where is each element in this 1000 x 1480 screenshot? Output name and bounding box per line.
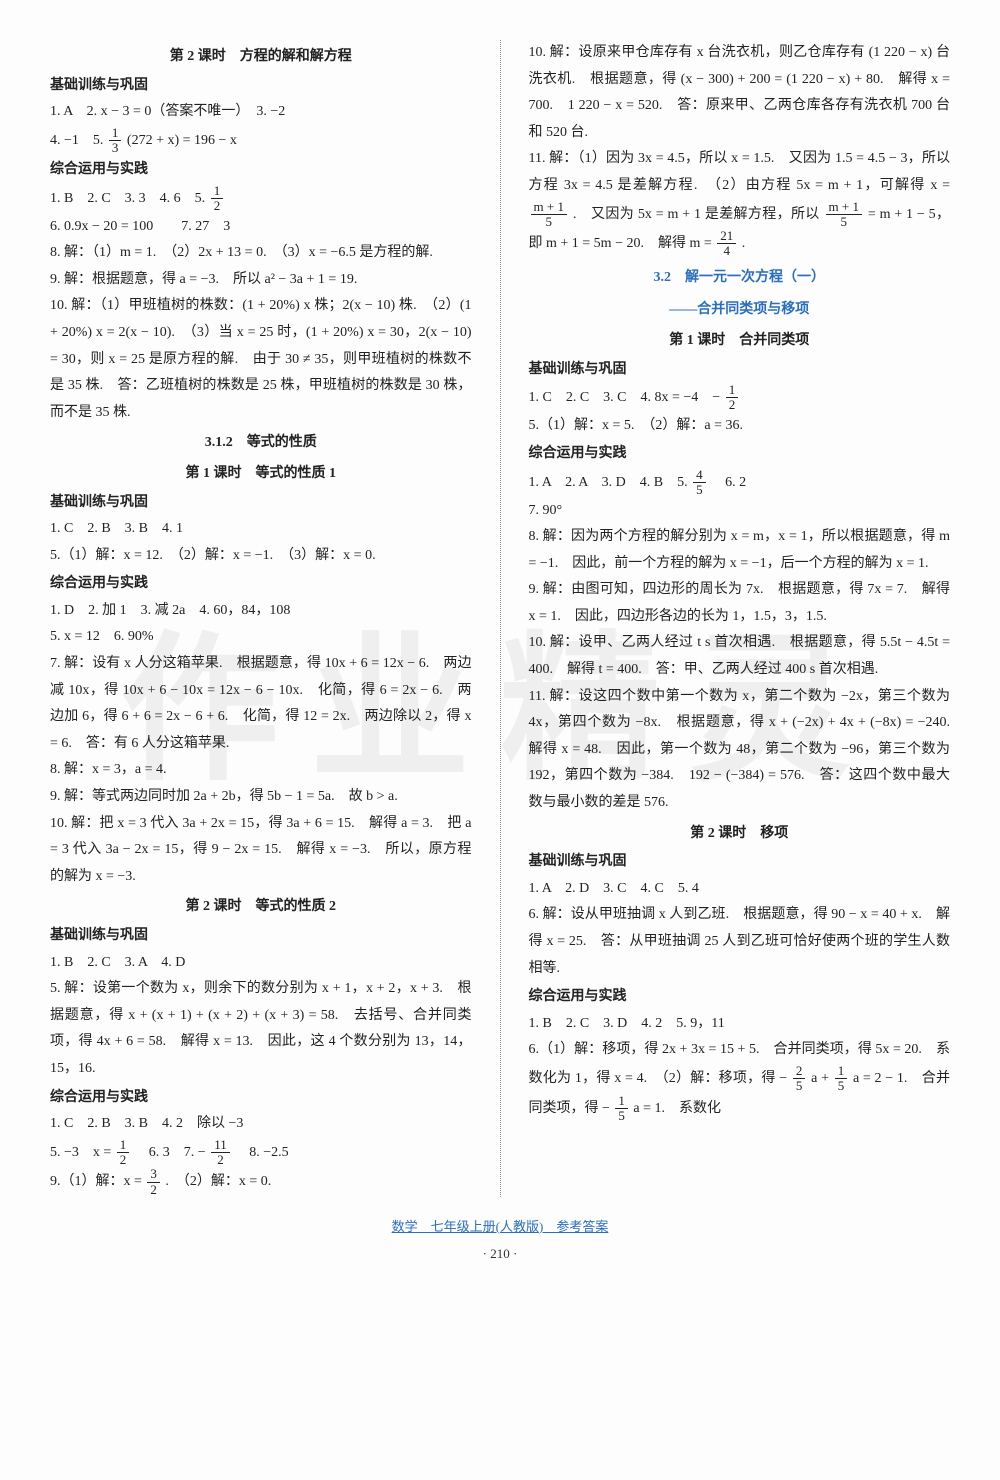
answer-line: 1. A 2. A 3. D 4. B 5. 45 6. 2 xyxy=(529,468,951,498)
column-divider xyxy=(500,40,501,1197)
fraction: 12 xyxy=(117,1138,130,1168)
answer-line: 5. x = 12 6. 90% xyxy=(50,624,472,651)
answer-line: 9.（1）解：x = 32 . （2）解：x = 0. xyxy=(50,1167,472,1197)
fraction: 15 xyxy=(615,1094,628,1124)
fraction: 25 xyxy=(793,1064,806,1094)
text: (272 + x) = 196 − x xyxy=(127,133,237,148)
answer-line: 5.（1）解：x = 5. （2）解：a = 36. xyxy=(529,413,951,440)
answer-line: 8. 解：（1）m = 1. （2）2x + 13 = 0. （3）x = −6… xyxy=(50,240,472,267)
answer-line: 7. 解：设有 x 人分这箱苹果. 根据题意，得 10x + 6 = 12x −… xyxy=(50,651,472,757)
text: 5. −3 x = xyxy=(50,1145,115,1160)
section-header: 综合运用与实践 xyxy=(50,157,472,184)
lesson-title: 第 2 课时 移项 xyxy=(529,821,951,848)
section-header: 综合运用与实践 xyxy=(50,571,472,598)
answer-line: 4. −1 5. 13 (272 + x) = 196 − x xyxy=(50,126,472,156)
answer-line: 9. 解：根据题意，得 a = −3. 所以 a² − 3a + 1 = 19. xyxy=(50,267,472,294)
section-header: 基础训练与巩固 xyxy=(529,357,951,384)
fraction: 214 xyxy=(717,229,736,259)
answer-line: 10. 解：设原来甲仓库存有 x 台洗衣机，则乙仓库存有 (1 220 − x)… xyxy=(529,40,951,146)
page-content: 第 2 课时 方程的解和解方程 基础训练与巩固 1. A 2. x − 3 = … xyxy=(50,40,950,1266)
chapter-title: 3.2 解一元一次方程（一） xyxy=(529,265,951,292)
answer-line: 10. 解：（1）甲班植树的株数：(1 + 20%) x 株；2(x − 10)… xyxy=(50,293,472,426)
section-header: 基础训练与巩固 xyxy=(529,849,951,876)
text: . 又因为 5x = m + 1 是差解方程，所以 xyxy=(573,207,824,222)
answer-line: 11. 解：设这四个数中第一个数为 x，第二个数为 −2x，第三个数为 4x，第… xyxy=(529,684,951,817)
answer-line: 5.（1）解：x = 12. （2）解：x = −1. （3）解：x = 0. xyxy=(50,543,472,570)
lesson-title: 第 1 课时 合并同类项 xyxy=(529,328,951,355)
answer-line: 5. 解：设第一个数为 x，则余下的数分别为 x + 1，x + 2，x + 3… xyxy=(50,976,472,1082)
footer-title: 数学 七年级上册(人教版) 参考答案 xyxy=(50,1215,950,1240)
answer-line: 9. 解：由图可知，四边形的周长为 7x. 根据题意，得 7x = 7. 解得 … xyxy=(529,577,951,630)
lesson-title: 第 2 课时 方程的解和解方程 xyxy=(50,44,472,71)
section-header: 基础训练与巩固 xyxy=(50,73,472,100)
fraction: 15 xyxy=(835,1064,848,1094)
two-column-layout: 第 2 课时 方程的解和解方程 基础训练与巩固 1. A 2. x − 3 = … xyxy=(50,40,950,1197)
fraction: 45 xyxy=(693,468,706,498)
text: . （2）解：x = 0. xyxy=(165,1174,271,1189)
answer-line: 1. C 2. B 3. B 4. 2 除以 −3 xyxy=(50,1111,472,1138)
fraction: 32 xyxy=(147,1167,160,1197)
answer-line: 1. D 2. 加 1 3. 减 2a 4. 60，84，108 xyxy=(50,598,472,625)
section-header: 综合运用与实践 xyxy=(529,984,951,1011)
lesson-title: 第 2 课时 等式的性质 2 xyxy=(50,894,472,921)
page-number: · 210 · xyxy=(50,1242,950,1267)
answer-line: 1. C 2. B 3. B 4. 1 xyxy=(50,516,472,543)
text: 1. C 2. C 3. C 4. 8x = −4 − xyxy=(529,390,724,405)
text: 9.（1）解：x = xyxy=(50,1174,145,1189)
text: a + xyxy=(811,1071,833,1086)
answer-line: 6. 解：设从甲班抽调 x 人到乙班. 根据题意，得 90 − x = 40 +… xyxy=(529,902,951,982)
answer-line: 10. 解：把 x = 3 代入 3a + 2x = 15，得 3a + 6 =… xyxy=(50,811,472,891)
answer-line: 6.（1）解：移项，得 2x + 3x = 15 + 5. 合并同类项，得 5x… xyxy=(529,1037,951,1123)
answer-line: 8. 解：因为两个方程的解分别为 x = m，x = 1，所以根据题意，得 m … xyxy=(529,524,951,577)
text: 4. −1 5. xyxy=(50,133,107,148)
answer-line: 6. 0.9x − 20 = 100 7. 27 3 xyxy=(50,214,472,241)
answer-line: 1. B 2. C 3. 3 4. 6 5. 12 xyxy=(50,184,472,214)
text: 11. 解：（1）因为 3x = 4.5，所以 x = 1.5. 又因为 1.5… xyxy=(529,151,951,193)
answer-line: 5. −3 x = 12 6. 3 7. − 112 8. −2.5 xyxy=(50,1138,472,1168)
answer-line: 7. 90° xyxy=(529,498,951,525)
fraction: 13 xyxy=(109,126,122,156)
right-column: 10. 解：设原来甲仓库存有 x 台洗衣机，则乙仓库存有 (1 220 − x)… xyxy=(529,40,951,1197)
answer-line: 10. 解：设甲、乙两人经过 t s 首次相遇. 根据题意，得 5.5t − 4… xyxy=(529,630,951,683)
answer-line: 1. A 2. D 3. C 4. C 5. 4 xyxy=(529,876,951,903)
text: 6. 2 xyxy=(711,475,746,490)
text: a = 1. 系数化 xyxy=(633,1101,721,1116)
answer-line: 1. B 2. C 3. D 4. 2 5. 9，11 xyxy=(529,1011,951,1038)
section-header: 基础训练与巩固 xyxy=(50,923,472,950)
text: 6. 3 7. − xyxy=(135,1145,209,1160)
fraction: m + 15 xyxy=(531,200,567,230)
answer-line: 1. A 2. x − 3 = 0（答案不唯一） 3. −2 xyxy=(50,99,472,126)
answer-line: 11. 解：（1）因为 3x = 4.5，所以 x = 1.5. 又因为 1.5… xyxy=(529,146,951,258)
answer-line: 1. B 2. C 3. A 4. D xyxy=(50,950,472,977)
text: 1. B 2. C 3. 3 4. 6 5. xyxy=(50,191,209,206)
fraction: 12 xyxy=(726,383,739,413)
page-footer: 数学 七年级上册(人教版) 参考答案 · 210 · xyxy=(50,1215,950,1266)
text: . xyxy=(742,236,746,251)
lesson-title: 第 1 课时 等式的性质 1 xyxy=(50,461,472,488)
answer-line: 1. C 2. C 3. C 4. 8x = −4 − 12 xyxy=(529,383,951,413)
chapter-subtitle: ——合并同类项与移项 xyxy=(529,297,951,324)
text: 1. A 2. A 3. D 4. B 5. xyxy=(529,475,692,490)
section-header: 基础训练与巩固 xyxy=(50,490,472,517)
left-column: 第 2 课时 方程的解和解方程 基础训练与巩固 1. A 2. x − 3 = … xyxy=(50,40,472,1197)
section-header: 综合运用与实践 xyxy=(529,441,951,468)
fraction: 12 xyxy=(211,184,224,214)
answer-line: 9. 解：等式两边同时加 2a + 2b，得 5b − 1 = 5a. 故 b … xyxy=(50,784,472,811)
lesson-title: 3.1.2 等式的性质 xyxy=(50,430,472,457)
fraction: m + 15 xyxy=(826,200,862,230)
answer-line: 8. 解：x = 3，a = 4. xyxy=(50,757,472,784)
text: 8. −2.5 xyxy=(235,1145,288,1160)
section-header: 综合运用与实践 xyxy=(50,1085,472,1112)
fraction: 112 xyxy=(211,1138,230,1168)
